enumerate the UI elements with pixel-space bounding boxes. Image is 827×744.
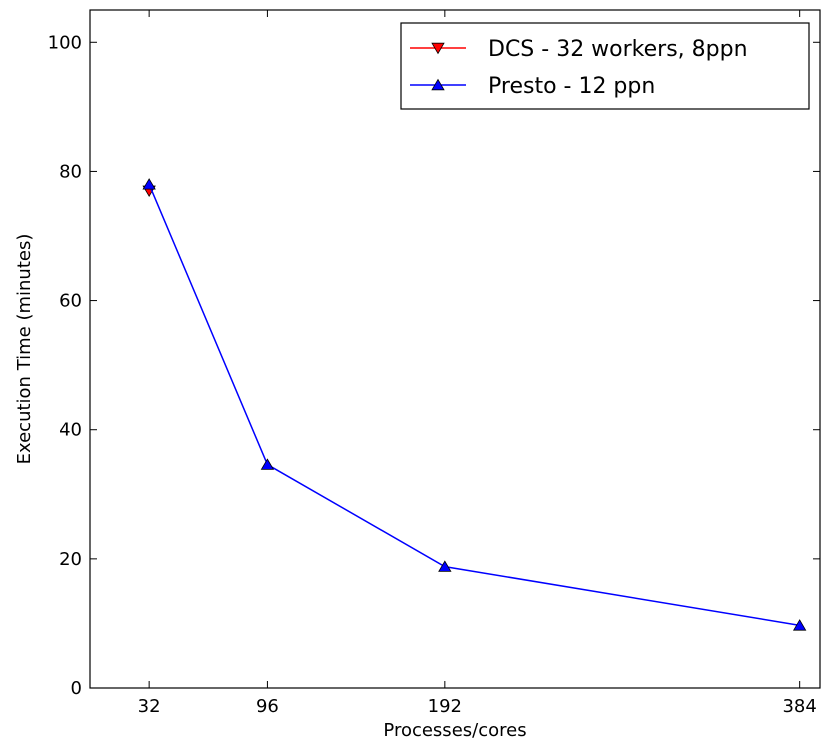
x-tick-label: 96: [256, 696, 279, 717]
series-line-presto: [148, 184, 800, 627]
y-tick-label: 40: [59, 420, 82, 441]
data-point-presto: [792, 619, 807, 631]
y-tick-label: 80: [59, 161, 82, 182]
y-axis-label: Execution Time (minutes): [14, 234, 35, 465]
y-tick-label: 100: [48, 32, 82, 53]
data-point-presto: [260, 458, 275, 470]
legend-label-presto: Presto - 12 ppn: [488, 74, 655, 99]
plot-area: [89, 9, 821, 689]
x-tick-label: 32: [138, 696, 161, 717]
data-point-presto: [438, 560, 452, 572]
legend-box: [400, 22, 810, 110]
legend: DCS - 32 workers, 8ppn Presto - 12 ppn: [400, 22, 810, 110]
y-axis-ticks: 0 20 40 60 80 100: [48, 32, 820, 699]
y-tick-label: 0: [71, 678, 82, 699]
legend-marker-dcs: [431, 42, 445, 55]
y-tick-label: 60: [59, 291, 82, 312]
data-point-presto: [142, 178, 156, 190]
legend-label-dcs: DCS - 32 workers, 8ppn: [488, 37, 748, 62]
x-tick-label: 192: [428, 696, 462, 717]
x-axis-ticks: 32 96 192 384: [138, 10, 817, 717]
x-axis-label: Processes/cores: [383, 720, 526, 741]
series-layer: [142, 178, 807, 631]
legend-marker-presto: [431, 78, 445, 91]
y-tick-label: 20: [59, 549, 82, 570]
x-tick-label: 384: [782, 696, 816, 717]
